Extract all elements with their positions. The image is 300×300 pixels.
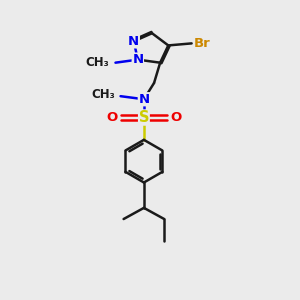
Text: Br: Br	[194, 37, 210, 50]
Text: N: N	[132, 53, 143, 66]
Text: O: O	[170, 111, 182, 124]
Text: N: N	[128, 35, 139, 48]
Text: O: O	[106, 111, 118, 124]
Text: N: N	[138, 93, 149, 106]
Text: CH₃: CH₃	[85, 56, 109, 69]
Text: CH₃: CH₃	[92, 88, 116, 101]
Text: S: S	[139, 110, 149, 125]
